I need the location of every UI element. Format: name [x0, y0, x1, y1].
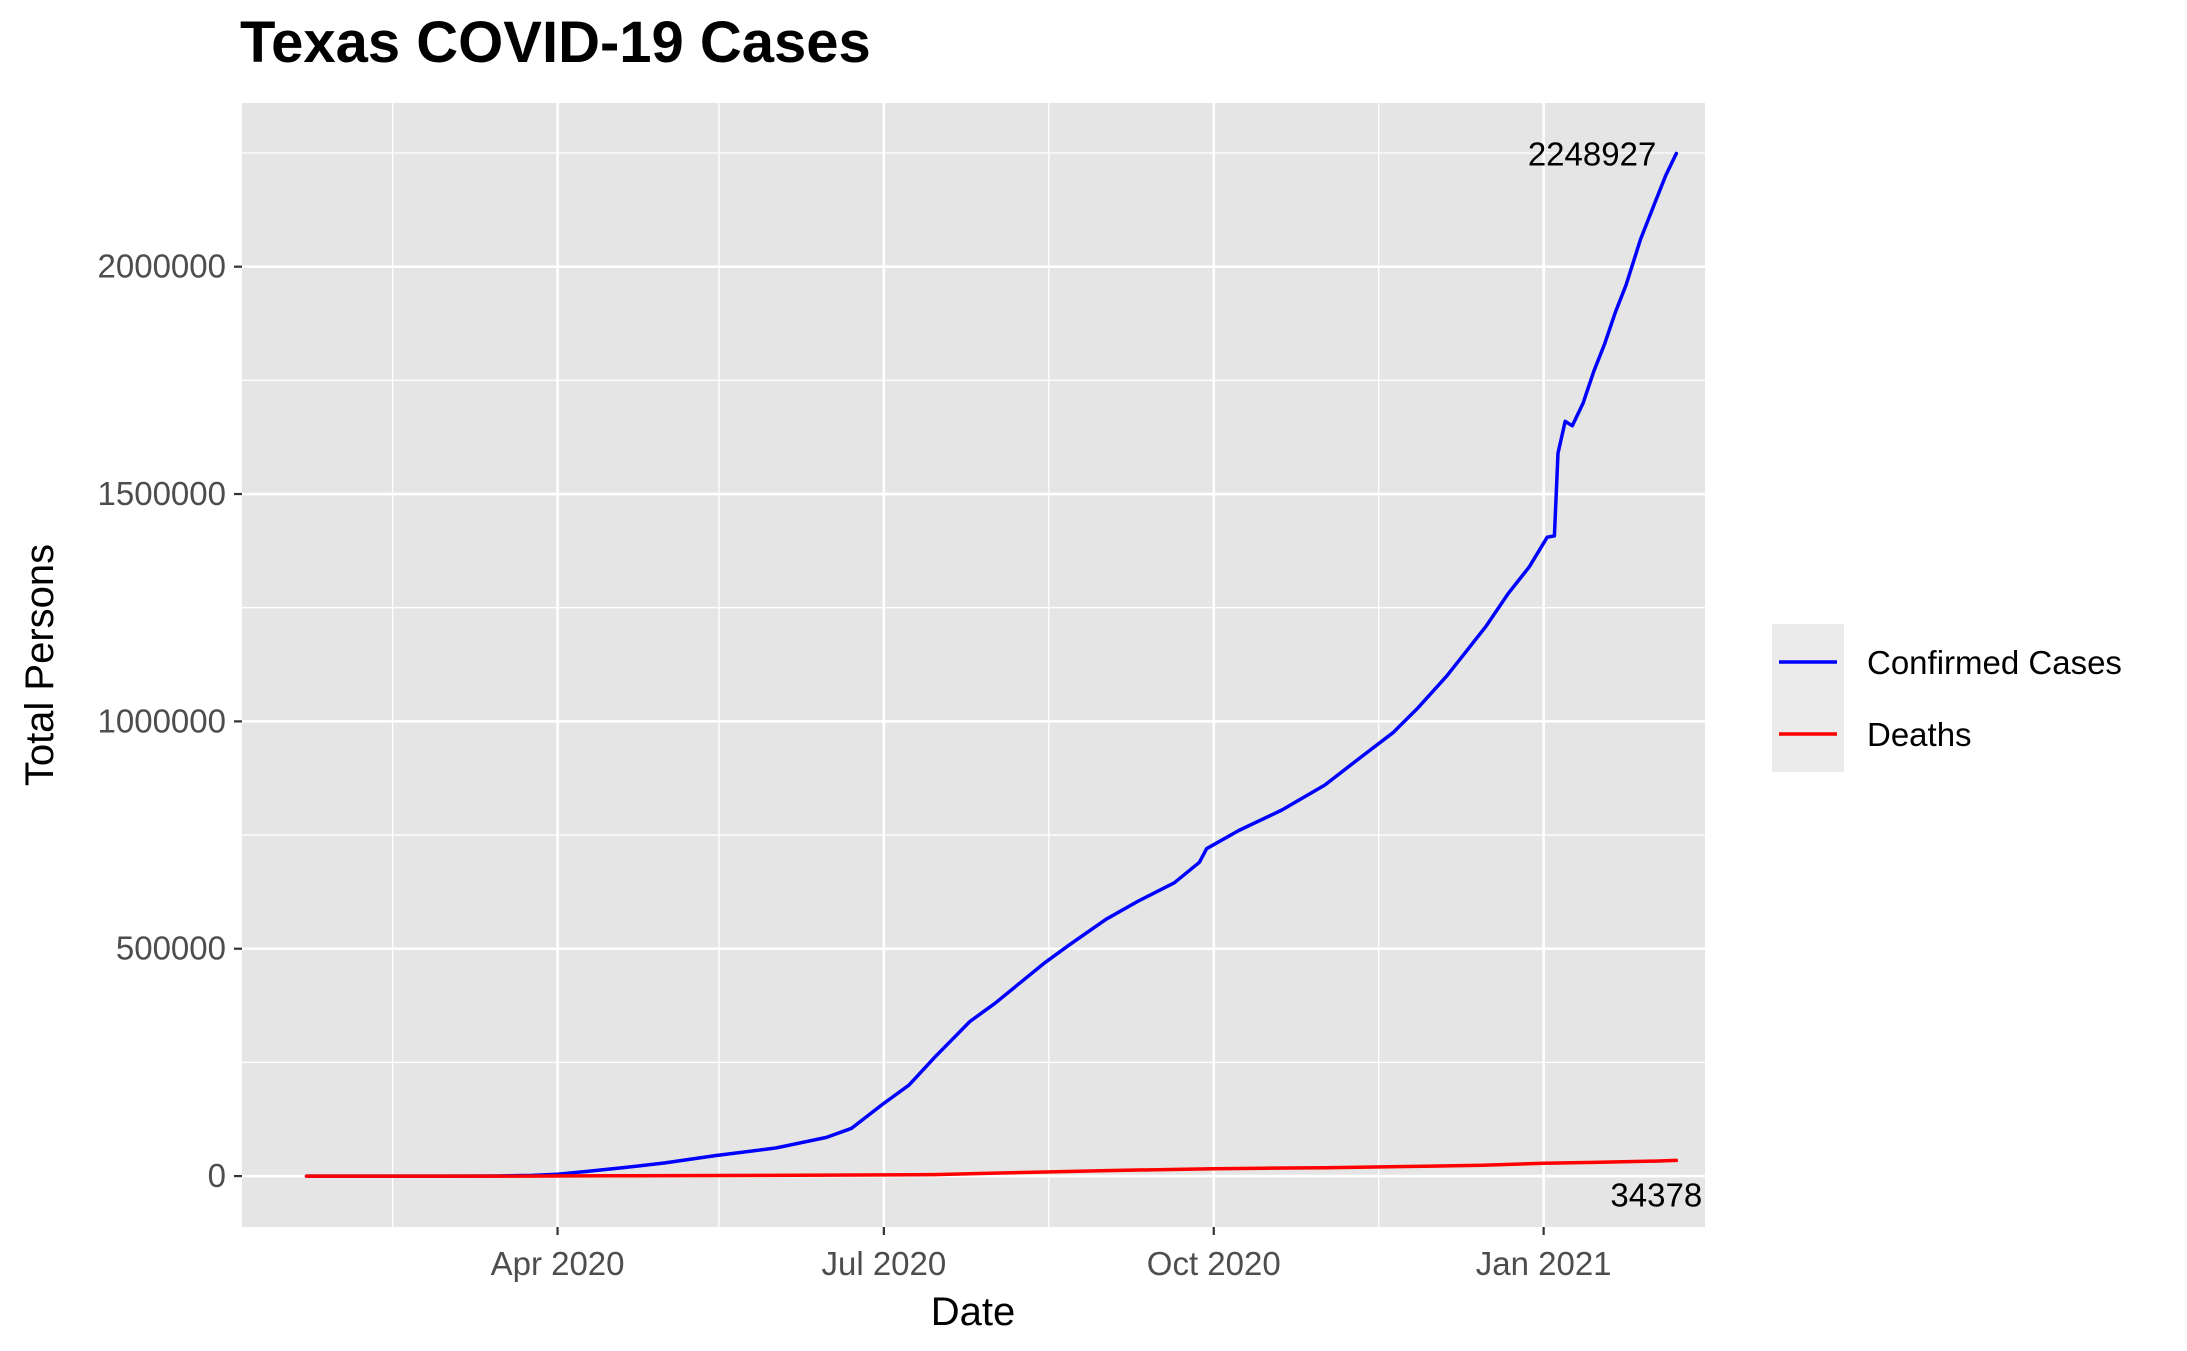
y-tick-label: 2000000 — [98, 248, 226, 285]
series-line-confirmed-cases — [304, 151, 1679, 1178]
series-line-deaths — [304, 1158, 1679, 1178]
major-gridlines-x — [556, 103, 1545, 1227]
y-tick-label: 0 — [208, 1157, 226, 1194]
y-axis: 0 500000 1000000 1500000 2000000 — [98, 248, 242, 1194]
legend: Confirmed Cases Deaths — [1772, 624, 2122, 772]
cases-last-value-label: 2248927 — [1528, 136, 1656, 173]
x-axis: Apr 2020 Jul 2020 Oct 2020 Jan 2021 — [491, 1227, 1612, 1282]
x-axis-title: Date — [931, 1290, 1016, 1334]
legend-key-background — [1772, 624, 1844, 772]
x-tick-label: Jul 2020 — [821, 1245, 946, 1282]
plot-panel — [242, 103, 1705, 1227]
minor-gridlines-y — [242, 152, 1705, 1064]
x-tick-label: Jan 2021 — [1476, 1245, 1612, 1282]
legend-label-confirmed-cases: Confirmed Cases — [1867, 644, 2122, 681]
minor-gridlines-x — [391, 103, 1380, 1227]
legend-label-deaths: Deaths — [1867, 716, 1972, 753]
series-layer — [304, 151, 1679, 1178]
y-tick-label: 1500000 — [98, 475, 226, 512]
x-tick-label: Apr 2020 — [491, 1245, 625, 1282]
major-gridlines-y — [242, 265, 1705, 1178]
y-axis-title: Total Persons — [18, 544, 62, 786]
y-tick-label: 1000000 — [98, 702, 226, 739]
y-tick-label: 500000 — [116, 930, 226, 967]
x-tick-label: Oct 2020 — [1147, 1245, 1281, 1282]
chart-title: Texas COVID-19 Cases — [240, 10, 871, 75]
deaths-last-value-label: 34378 — [1610, 1176, 1702, 1213]
